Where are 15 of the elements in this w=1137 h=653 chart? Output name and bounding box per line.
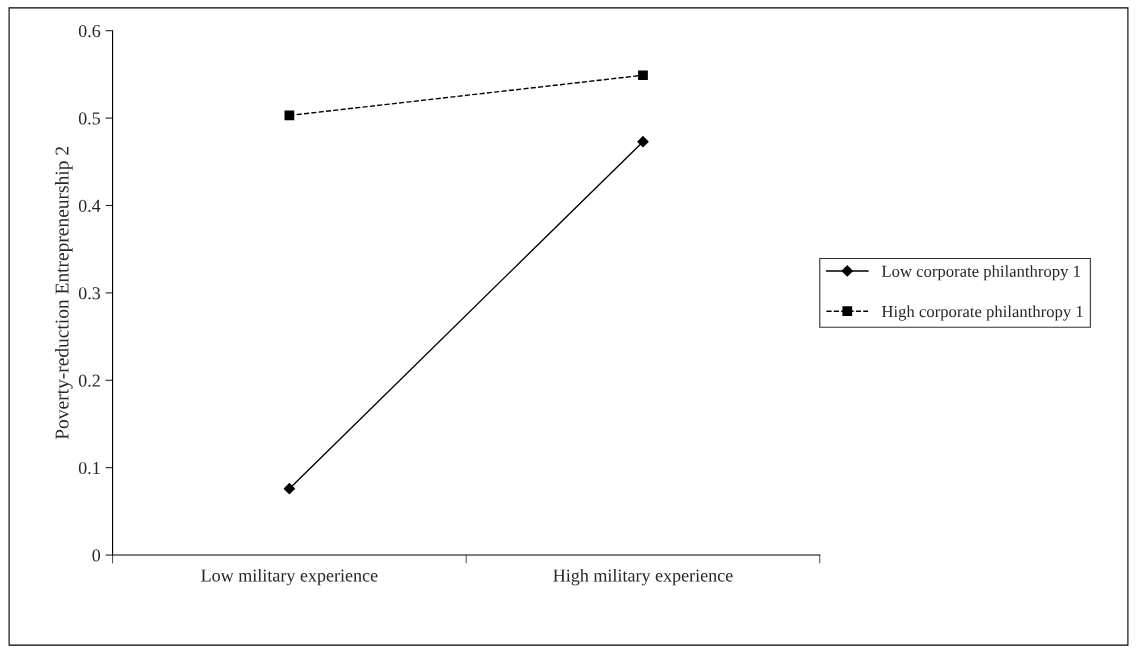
- y-axis-title: Poverty-reduction Entrepreneurship 2: [54, 147, 73, 440]
- legend-label: Low corporate philanthropy 1: [881, 265, 1080, 281]
- point: [638, 70, 648, 81]
- x-tick-label: High military experience: [553, 568, 733, 586]
- legend-label: High corporate philanthropy 1: [881, 305, 1083, 321]
- y-tick-label: 0.3: [78, 287, 101, 300]
- point: [637, 136, 649, 148]
- y-tick-label: 0.4: [78, 199, 101, 212]
- y-tick-label: 0.1: [78, 461, 100, 475]
- point: [283, 483, 295, 495]
- x-tick-label: Low military experience: [201, 568, 378, 586]
- y-tick-label: 0.5: [78, 112, 101, 125]
- y-tick-label: 0: [92, 549, 101, 562]
- y-tick-label: 0.2: [78, 374, 100, 387]
- y-tick-label: 0.6: [78, 24, 101, 38]
